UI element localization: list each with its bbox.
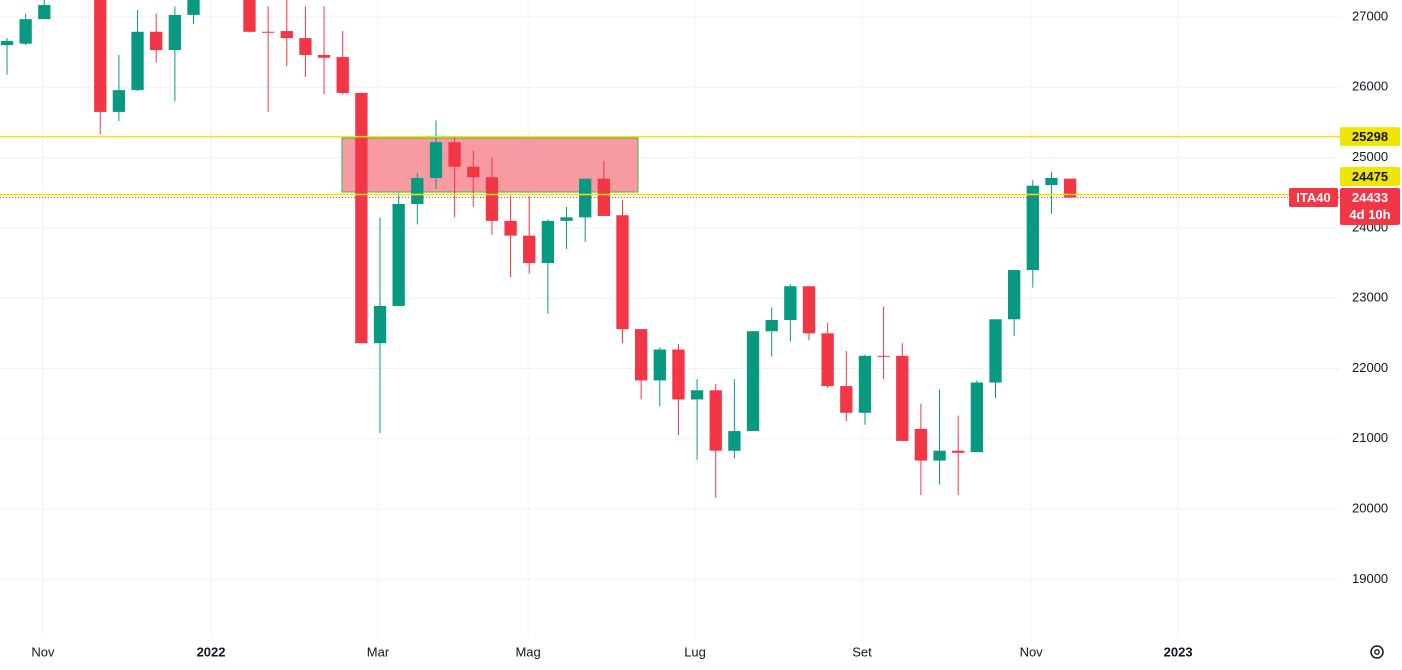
candle-body bbox=[914, 428, 928, 461]
candle-body bbox=[94, 0, 107, 112]
y-tick-label: 26000 bbox=[1352, 79, 1388, 94]
candle-body bbox=[821, 333, 834, 387]
candle-body bbox=[373, 305, 387, 344]
candle-body bbox=[541, 220, 555, 264]
axes: 1900020000210002200023000240002500026000… bbox=[31, 8, 1400, 659]
candle-body bbox=[728, 431, 741, 451]
countdown-label: 4d 10h bbox=[1349, 207, 1390, 222]
gear-center bbox=[1374, 649, 1380, 655]
candle-body bbox=[112, 90, 126, 112]
candle-body bbox=[952, 450, 965, 453]
candle-body bbox=[709, 390, 722, 451]
last-price-tag bbox=[1340, 187, 1400, 225]
y-tick-label: 21000 bbox=[1352, 430, 1388, 445]
candle-body bbox=[131, 31, 144, 91]
candle-body bbox=[1008, 270, 1021, 320]
candle-body bbox=[355, 92, 368, 344]
y-tick-label: 25000 bbox=[1352, 149, 1388, 164]
candle-body bbox=[1063, 178, 1077, 198]
settings-icon[interactable] bbox=[1370, 645, 1384, 659]
price-tag-label: 24475 bbox=[1352, 169, 1388, 184]
x-tick-label: 2022 bbox=[197, 644, 226, 659]
candle-body bbox=[802, 286, 816, 334]
y-tick-label: 20000 bbox=[1352, 501, 1388, 516]
candle-body bbox=[523, 235, 536, 264]
last-price-label: 24433 bbox=[1352, 190, 1388, 205]
candle-body bbox=[485, 177, 499, 221]
symbol-tag bbox=[1289, 187, 1338, 207]
candle-body bbox=[858, 355, 872, 413]
candle-body bbox=[187, 0, 200, 15]
price-tag bbox=[1340, 166, 1400, 186]
candle-body bbox=[280, 31, 293, 39]
candle-body bbox=[653, 349, 666, 381]
candle-body bbox=[579, 178, 592, 218]
x-tick-label: Set bbox=[852, 644, 872, 659]
candle-body bbox=[299, 38, 312, 55]
candle-body bbox=[504, 220, 517, 236]
candle-body bbox=[560, 217, 573, 221]
candle-body bbox=[840, 386, 853, 413]
x-tick-label: 2023 bbox=[1164, 644, 1193, 659]
gear bbox=[1370, 645, 1384, 659]
candle-body bbox=[38, 5, 51, 20]
candle-body bbox=[411, 177, 424, 204]
candle-body bbox=[261, 31, 275, 33]
price-tag-label: 25298 bbox=[1352, 129, 1388, 144]
candle-body bbox=[0, 40, 14, 46]
candle-body bbox=[243, 0, 256, 32]
x-tick-label: Lug bbox=[684, 644, 706, 659]
y-tick-label: 27000 bbox=[1352, 8, 1388, 23]
candle-body bbox=[168, 14, 182, 51]
candle-body bbox=[150, 31, 163, 51]
candle-body bbox=[467, 166, 480, 178]
x-tick-label: Nov bbox=[1020, 644, 1044, 659]
y-tick-label: 23000 bbox=[1352, 290, 1388, 305]
x-tick-label: Mar bbox=[367, 644, 390, 659]
x-tick-label: Nov bbox=[31, 644, 55, 659]
candle-body bbox=[1026, 185, 1039, 271]
candle-body bbox=[634, 329, 648, 381]
candle-body bbox=[989, 319, 1002, 383]
y-tick-label: 19000 bbox=[1352, 571, 1388, 586]
candle-body bbox=[616, 215, 629, 330]
x-tick-label: Mag bbox=[515, 644, 540, 659]
candle-body bbox=[896, 355, 909, 441]
candle-body bbox=[336, 57, 349, 93]
candle-body bbox=[429, 142, 443, 178]
y-tick-label: 22000 bbox=[1352, 360, 1388, 375]
candle-body bbox=[392, 203, 405, 306]
candle-body bbox=[672, 349, 685, 400]
candle-body bbox=[1045, 177, 1058, 186]
symbol-label: ITA40 bbox=[1296, 190, 1330, 205]
candle-body bbox=[690, 390, 704, 400]
price-tag bbox=[1340, 127, 1400, 147]
candle-body bbox=[970, 382, 984, 453]
plot-area bbox=[0, 0, 1340, 498]
candle-body bbox=[746, 331, 760, 432]
candle-body bbox=[933, 450, 946, 461]
candle-body bbox=[784, 286, 797, 320]
candle-body bbox=[448, 142, 461, 167]
candle-body bbox=[19, 19, 32, 44]
candle-body bbox=[877, 355, 890, 357]
candle-body bbox=[765, 319, 778, 332]
candle-body bbox=[317, 54, 331, 58]
